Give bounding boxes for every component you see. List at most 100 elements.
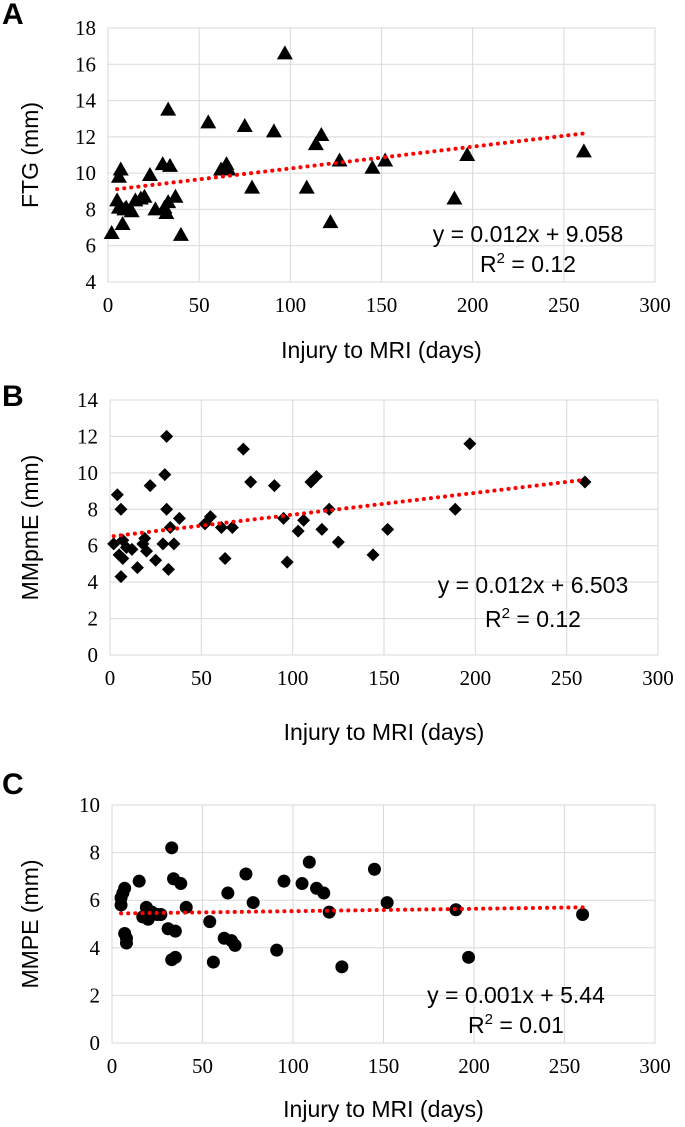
y-tick-label: 16 [75, 52, 96, 76]
x-tick-label: 150 [368, 666, 400, 690]
y-tick-label: 6 [86, 234, 97, 258]
data-point [114, 570, 128, 584]
r-squared-symbol: R [480, 251, 497, 277]
r-squared-symbol: R [468, 1012, 485, 1038]
data-point [298, 179, 315, 194]
data-point [158, 468, 172, 482]
data-point [114, 215, 131, 230]
data-point [297, 513, 311, 527]
x-axis-title: Injury to MRI (days) [283, 1096, 484, 1122]
data-point [110, 168, 127, 183]
data-point [161, 562, 175, 576]
data-point [244, 475, 258, 489]
data-point [280, 555, 294, 569]
x-tick-label: 150 [368, 1054, 400, 1078]
data-point [109, 192, 126, 207]
data-point [168, 950, 182, 964]
data-point [160, 429, 174, 443]
data-point [315, 522, 329, 536]
data-point [277, 511, 291, 525]
y-tick-label: 8 [90, 841, 101, 865]
y-tick-label: 0 [88, 643, 99, 667]
data-point [114, 502, 128, 516]
x-tick-label: 100 [275, 293, 307, 317]
trendline [119, 905, 585, 916]
y-axis-title: FTG (mm) [17, 102, 43, 208]
data-point [130, 561, 144, 575]
data-point [136, 188, 153, 203]
y-axis-title: MMpmE (mm) [17, 455, 43, 601]
r-squared-label: R2 = 0.12 [480, 250, 576, 277]
data-point [331, 535, 345, 549]
data-point [158, 205, 175, 220]
r-squared-value: = 0.12 [505, 251, 576, 277]
x-tick-label: 300 [639, 293, 671, 317]
x-tick-label: 300 [639, 1054, 671, 1078]
data-point [160, 194, 177, 209]
data-point [123, 203, 140, 218]
data-point [172, 511, 186, 525]
y-tick-label: 14 [75, 89, 97, 113]
data-point [576, 907, 590, 921]
data-point [239, 867, 253, 881]
data-point [267, 479, 281, 493]
x-tick-label: 50 [191, 666, 212, 690]
data-point [138, 531, 152, 545]
data-point [335, 960, 349, 974]
data-point [270, 943, 284, 957]
trendline [115, 131, 586, 192]
y-tick-label: 6 [88, 534, 99, 558]
y-tick-label: 4 [88, 570, 99, 594]
data-point [179, 900, 193, 914]
data-point [203, 915, 217, 929]
data-point [246, 896, 260, 910]
data-point [174, 877, 188, 891]
data-point [220, 161, 237, 176]
r-squared-symbol: R [485, 606, 502, 632]
data-point [276, 45, 293, 60]
data-point [364, 159, 381, 174]
r-squared-exponent: 2 [485, 1011, 493, 1028]
data-point [141, 166, 158, 181]
data-point [160, 101, 177, 116]
data-point [119, 936, 133, 950]
y-tick-label: 2 [90, 983, 101, 1007]
x-tick-label: 250 [548, 293, 580, 317]
x-tick-label: 200 [457, 293, 489, 317]
trendline-equation: y = 0.001x + 5.44 [427, 982, 605, 1008]
r-squared-value: = 0.01 [493, 1012, 564, 1038]
data-point [244, 179, 261, 194]
data-point [295, 877, 309, 891]
data-point [225, 521, 239, 534]
chart-panel-b: 0 50 100 150 200 250 300 0 2 4 6 8 10 12 14 Injury to M… [2, 380, 674, 745]
x-axis-title: Injury to MRI (days) [281, 337, 482, 363]
data-point [149, 553, 163, 567]
trendline-equation: y = 0.012x + 6.503 [438, 572, 629, 598]
y-tick-label: 12 [77, 424, 98, 448]
data-point [114, 898, 128, 912]
data-point [307, 136, 324, 151]
x-tick-label: 0 [105, 666, 116, 690]
data-point [112, 161, 129, 176]
plot-area [111, 804, 656, 1044]
data-point [167, 537, 181, 551]
data-point [160, 502, 174, 516]
y-tick-label: 10 [77, 461, 98, 485]
plot-area [107, 27, 656, 283]
x-tick-label: 250 [551, 666, 583, 690]
y-tick-label: 2 [88, 607, 99, 631]
y-tick-label: 8 [86, 197, 97, 221]
data-point [168, 924, 182, 938]
data-point [459, 147, 476, 161]
chart-panel-a: 0 50 100 150 200 250 300 4 6 8 10 12 14 16 18 Injury to… [2, 0, 671, 363]
chart-panel-c: 0 50 100 150 200 250 300 0 2 4 6 8 10 Injury to MRI (… [2, 768, 671, 1122]
data-point [125, 542, 139, 556]
x-tick-label: 0 [103, 293, 114, 317]
r-squared-exponent: 2 [502, 605, 510, 622]
data-point [161, 157, 178, 172]
x-tick-label: 50 [192, 1054, 213, 1078]
data-point [377, 152, 394, 167]
data-point [172, 226, 189, 241]
data-point [463, 437, 477, 451]
